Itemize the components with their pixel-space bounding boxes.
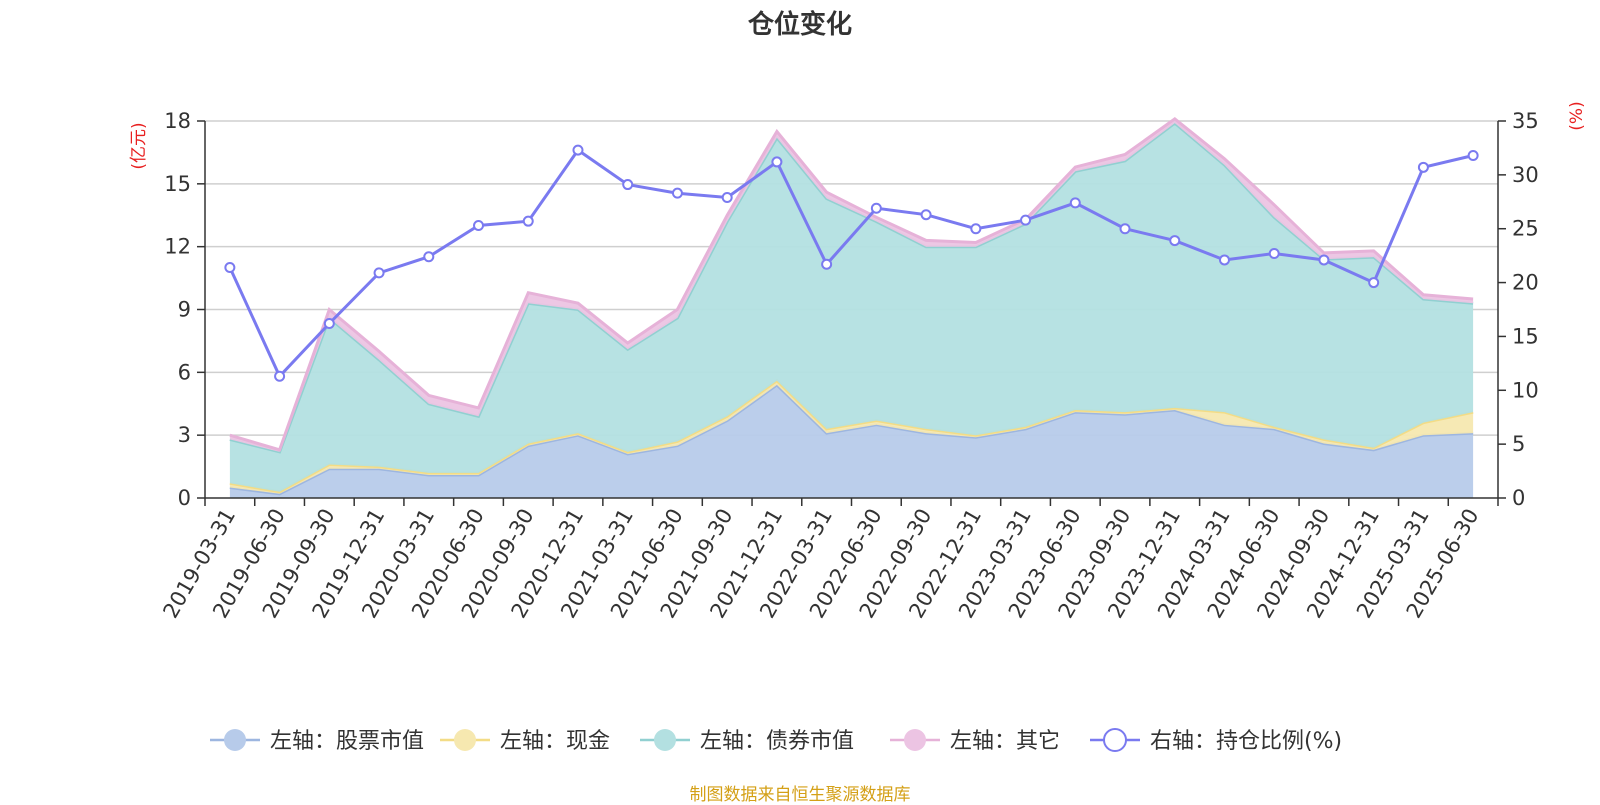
area-series-1: [229, 384, 1474, 498]
legend-label: 左轴：现金: [500, 729, 610, 754]
legend-item-3: 左轴：债券市值: [640, 729, 854, 754]
legend-label: 左轴：其它: [950, 729, 1060, 754]
ratio-line: [228, 148, 1474, 379]
left-tick-label: 0: [178, 486, 191, 510]
ratio-point: [423, 251, 435, 263]
ratio-point: [920, 209, 932, 221]
ratio-point: [373, 267, 385, 279]
ratio-point: [1069, 197, 1081, 209]
right-tick-label: 30: [1512, 163, 1539, 187]
right-tick-label: 15: [1512, 324, 1539, 348]
legend-item-2: 左轴：现金: [440, 729, 610, 754]
ratio-point: [721, 191, 733, 203]
ratio-point: [1119, 223, 1131, 235]
ratio-point: [323, 318, 335, 330]
ratio-point: [1020, 214, 1032, 226]
right-tick-label: 35: [1512, 109, 1539, 133]
ratio-point: [1368, 277, 1380, 289]
legend-label: 右轴：持仓比例(%): [1150, 729, 1342, 754]
ratio-point: [771, 156, 783, 168]
legend-item-5: 右轴：持仓比例(%): [1090, 728, 1342, 754]
chart-title: 仓位变化: [747, 10, 852, 40]
ratio-point: [1169, 235, 1181, 247]
area-line-series-4: [229, 117, 1474, 452]
legend-swatch-marker: [224, 729, 246, 751]
ratio-point: [1467, 149, 1479, 161]
ratio-point: [870, 202, 882, 214]
right-tick-label: 10: [1512, 378, 1539, 402]
left-tick-label: 12: [164, 235, 191, 259]
legend-swatch-marker: [654, 729, 676, 751]
ratio-point: [821, 258, 833, 270]
source-note: 制图数据来自恒生聚源数据库: [689, 785, 911, 805]
left-axis-unit: (亿元): [129, 122, 149, 169]
right-axis-unit: (%): [1567, 101, 1587, 130]
legend-swatch-marker: [1103, 728, 1127, 752]
right-tick-label: 25: [1512, 217, 1539, 241]
right-tick-label: 5: [1512, 432, 1525, 456]
ratio-point: [671, 187, 683, 199]
left-tick-label: 15: [164, 172, 191, 196]
right-tick-label: 0: [1512, 486, 1525, 510]
legend-label: 左轴：债券市值: [700, 729, 854, 754]
ratio-point: [522, 215, 534, 227]
ratio-point: [274, 370, 286, 382]
ratio-point: [1218, 254, 1230, 266]
ratio-point: [1268, 247, 1280, 259]
left-tick-label: 18: [164, 109, 191, 133]
area-series-3: [229, 123, 1474, 492]
legend-swatch-marker: [904, 729, 926, 751]
legend-item-4: 左轴：其它: [890, 729, 1060, 754]
right-tick-label: 20: [1512, 271, 1539, 295]
left-tick-label: 6: [178, 360, 191, 384]
legend-item-1: 左轴：股票市值: [210, 729, 424, 754]
ratio-point: [224, 261, 236, 273]
legend-swatch-marker: [454, 729, 476, 751]
ratio-point: [473, 219, 485, 231]
ratio-point: [1417, 161, 1429, 173]
left-tick-label: 9: [178, 298, 191, 322]
ratio-point: [572, 144, 584, 156]
left-tick-label: 3: [178, 423, 191, 447]
ratio-point: [1318, 254, 1330, 266]
ratio-point: [970, 223, 982, 235]
legend-label: 左轴：股票市值: [270, 729, 424, 754]
ratio-point: [622, 179, 634, 191]
